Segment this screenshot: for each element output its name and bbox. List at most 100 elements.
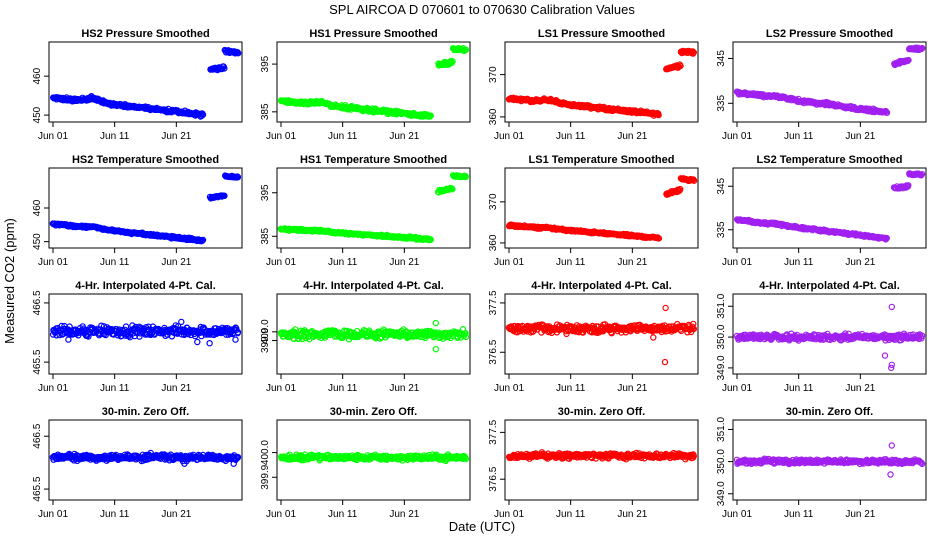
- x-tick-label: Jun 11: [328, 131, 358, 142]
- y-tick-label: 377.5: [488, 290, 499, 315]
- x-tick-label: Jun 01: [494, 257, 524, 268]
- y-tick-label: 349.0: [716, 355, 727, 380]
- x-tick-label: Jun 21: [845, 509, 875, 520]
- x-tick-label: Jun 11: [784, 383, 814, 394]
- y-tick-label: 335: [716, 95, 727, 112]
- data-point: [905, 56, 912, 64]
- data-point: [690, 49, 698, 56]
- outlier-point: [232, 336, 239, 343]
- x-tick-label: Jun 11: [328, 257, 358, 268]
- x-tick-label: Jun 21: [161, 257, 191, 268]
- panel-2: HS1 Pressure Smoothed Jun 01 Jun 11 Jun 21 3…: [260, 28, 471, 142]
- data-point: [462, 173, 469, 180]
- x-tick-label: Jun 01: [266, 131, 296, 142]
- outlier-point: [194, 338, 201, 346]
- x-tick-label: Jun 01: [494, 383, 524, 394]
- x-tick-label: Jun 21: [617, 509, 647, 520]
- panel-title: LS1 Temperature Smoothed: [529, 154, 675, 166]
- panel-title: 30-min. Zero Off.: [330, 406, 417, 418]
- panel-title: HS1 Temperature Smoothed: [300, 154, 447, 166]
- panel-grid: HS2 Pressure Smoothed Jun 01 Jun 11 Jun 21 4…: [32, 28, 927, 520]
- x-tick-label: Jun 01: [38, 131, 68, 142]
- y-tick-label: 351.0: [716, 293, 727, 318]
- x-tick-label: Jun 21: [161, 131, 191, 142]
- y-tick-label: 400.0: [260, 319, 271, 344]
- x-tick-label: Jun 11: [100, 257, 130, 268]
- data-points: [49, 449, 242, 467]
- outlier-point: [206, 340, 213, 347]
- x-tick-label: Jun 21: [389, 131, 419, 142]
- x-tick-label: Jun 21: [161, 509, 191, 520]
- outlier-point: [881, 352, 889, 359]
- panel-title: 4-Hr. Interpolated 4-Pt. Cal.: [531, 280, 672, 292]
- y-tick-label: 376.5: [488, 466, 499, 491]
- x-tick-label: Jun 11: [328, 383, 358, 394]
- panel-title: HS2 Pressure Smoothed: [81, 28, 209, 40]
- panel-title: 30-min. Zero Off.: [558, 406, 645, 418]
- y-tick-label: 345: [716, 177, 727, 194]
- data-point: [449, 185, 456, 193]
- outlier-point: [65, 336, 72, 343]
- data-points: [733, 44, 926, 116]
- x-tick-label: Jun 01: [722, 509, 752, 520]
- x-tick-label: Jun 01: [722, 131, 752, 142]
- outlier-point: [178, 318, 185, 326]
- outlier-point: [888, 442, 896, 449]
- x-tick-label: Jun 01: [266, 383, 296, 394]
- x-tick-label: Jun 21: [389, 509, 419, 520]
- y-tick-label: 385: [260, 103, 271, 120]
- data-points: [278, 451, 470, 465]
- x-tick-label: Jun 01: [38, 257, 68, 268]
- data-points: [505, 47, 698, 119]
- y-tick-label: 370: [488, 193, 499, 210]
- panel-title: HS1 Pressure Smoothed: [309, 28, 437, 40]
- x-tick-label: Jun 11: [784, 509, 814, 520]
- x-tick-label: Jun 21: [617, 383, 647, 394]
- data-points: [49, 172, 242, 245]
- y-tick-label: 376.5: [488, 339, 499, 364]
- plot-frame: [504, 41, 699, 123]
- data-points: [733, 303, 926, 372]
- data-points: [733, 170, 926, 243]
- panel-title: 4-Hr. Interpolated 4-Pt. Cal.: [303, 280, 444, 292]
- data-points: [733, 442, 926, 478]
- plot-frame: [276, 41, 471, 123]
- x-tick-label: Jun 01: [266, 257, 296, 268]
- y-tick-label: 335: [716, 221, 727, 238]
- y-tick-label: 395: [260, 55, 271, 72]
- panel-title: HS2 Temperature Smoothed: [72, 154, 219, 166]
- y-tick-label: 395: [260, 184, 271, 201]
- data-point: [919, 44, 926, 52]
- x-tick-label: Jun 01: [38, 383, 68, 394]
- x-tick-label: Jun 21: [617, 131, 647, 142]
- y-tick-label: 377.5: [488, 419, 499, 444]
- panel-title: LS1 Pressure Smoothed: [538, 28, 665, 40]
- data-points: [49, 318, 242, 347]
- data-point: [449, 58, 456, 65]
- data-point: [221, 65, 228, 72]
- y-tick-label: 450: [32, 233, 43, 250]
- y-tick-label: 345: [716, 50, 727, 67]
- x-tick-label: Jun 11: [556, 131, 586, 142]
- x-tick-label: Jun 01: [38, 509, 68, 520]
- figure-title: SPL AIRCOA D 070601 to 070630 Calibratio…: [329, 2, 635, 17]
- x-tick-label: Jun 11: [784, 257, 814, 268]
- data-points: [277, 319, 470, 353]
- y-tick-label: 460: [32, 199, 43, 216]
- panel-title: 30-min. Zero Off.: [102, 406, 189, 418]
- x-axis-label: Date (UTC): [449, 519, 515, 534]
- outlier-point: [661, 358, 669, 366]
- panel-title: LS2 Temperature Smoothed: [757, 154, 903, 166]
- plot-frame: [732, 41, 927, 123]
- outlier-point: [432, 346, 439, 353]
- x-tick-label: Jun 11: [328, 509, 358, 520]
- panel-title: 4-Hr. Interpolated 4-Pt. Cal.: [75, 280, 216, 292]
- x-tick-label: Jun 21: [845, 383, 875, 394]
- y-tick-label: 399.9: [260, 464, 271, 489]
- data-point: [655, 235, 663, 242]
- panel-14: 30-min. Zero Off.Jun 01 Jun 11 Jun 21399.9…: [260, 406, 471, 520]
